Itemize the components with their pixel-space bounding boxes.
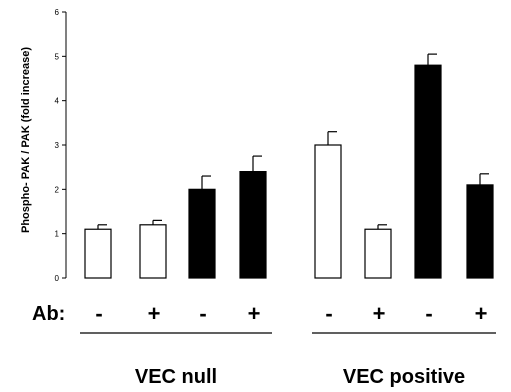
y-ticks: 0 1 2 3 4 5 6 xyxy=(55,8,66,283)
ab-sign: - xyxy=(95,301,102,326)
y-tick-label: 0 xyxy=(55,274,60,283)
bar xyxy=(414,64,442,279)
ab-sign: + xyxy=(248,301,261,326)
bars xyxy=(84,53,494,279)
bar xyxy=(466,184,494,279)
y-tick-label: 1 xyxy=(55,230,60,239)
bar xyxy=(314,144,342,279)
ab-signs: - + - + - + - + xyxy=(95,301,487,326)
group-labels: VEC null VEC positive xyxy=(80,332,496,388)
bar xyxy=(239,171,267,279)
group-label: VEC null xyxy=(135,366,217,388)
y-tick-label: 2 xyxy=(55,185,60,194)
ab-sign: + xyxy=(148,301,161,326)
ab-label: Ab: xyxy=(32,303,65,325)
y-axis-label: Phospho- PAK / PAK (fold increase) xyxy=(20,47,32,233)
y-tick-label: 5 xyxy=(55,52,60,61)
ab-sign: + xyxy=(475,301,488,326)
ab-sign: - xyxy=(325,301,332,326)
ab-sign: + xyxy=(373,301,386,326)
y-tick-label: 4 xyxy=(55,97,60,106)
ab-sign: - xyxy=(425,301,432,326)
bar xyxy=(84,228,112,279)
bar xyxy=(188,188,216,279)
bar xyxy=(364,228,392,279)
y-tick-label: 6 xyxy=(55,8,60,17)
y-tick-label: 3 xyxy=(55,141,60,150)
ab-sign: - xyxy=(199,301,206,326)
group-label: VEC positive xyxy=(343,366,465,388)
bar xyxy=(139,224,167,279)
